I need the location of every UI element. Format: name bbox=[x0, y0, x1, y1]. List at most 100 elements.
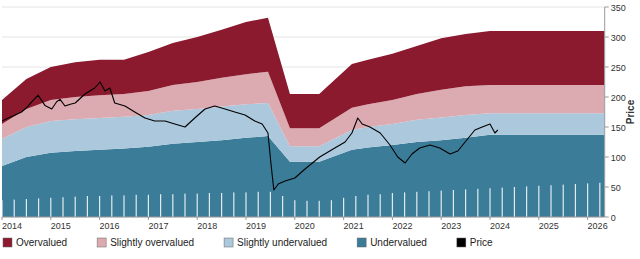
bar bbox=[380, 194, 381, 217]
bar bbox=[209, 193, 210, 217]
y-tick-label: 50 bbox=[611, 183, 621, 193]
legend-swatch bbox=[3, 238, 12, 247]
legend-label: Undervalued bbox=[370, 237, 427, 248]
x-tick bbox=[197, 217, 198, 220]
bar bbox=[270, 192, 271, 217]
legend-swatch bbox=[224, 238, 233, 247]
y-axis bbox=[604, 7, 605, 217]
bar bbox=[599, 183, 600, 217]
x-tick bbox=[50, 217, 51, 220]
x-tick bbox=[343, 217, 344, 220]
bar bbox=[489, 188, 490, 217]
chart: 0501001502002503003502014201520162017201… bbox=[0, 0, 640, 259]
y-tick bbox=[605, 127, 609, 128]
x-tick-label: 2017 bbox=[148, 221, 168, 231]
legend-swatch bbox=[97, 238, 106, 247]
bar bbox=[14, 200, 15, 217]
y-tick-label: 350 bbox=[611, 3, 626, 13]
x-tick-label: 2025 bbox=[539, 221, 559, 231]
bar bbox=[404, 192, 405, 217]
y-axis-label: Price bbox=[625, 99, 636, 124]
y-tick bbox=[605, 187, 609, 188]
grid-line bbox=[2, 217, 605, 218]
y-tick-label: 0 bbox=[611, 213, 616, 223]
x-tick-label: 2015 bbox=[51, 221, 71, 231]
bar bbox=[75, 197, 76, 217]
bar bbox=[99, 196, 100, 217]
legend-label: Price bbox=[470, 237, 493, 248]
y-tick bbox=[605, 97, 609, 98]
bar bbox=[550, 185, 551, 217]
bar bbox=[294, 200, 295, 217]
y-tick-label: 200 bbox=[611, 93, 626, 103]
legend-label: Slightly overvalued bbox=[110, 237, 194, 248]
legend-swatch bbox=[457, 238, 466, 247]
bar bbox=[282, 196, 283, 217]
x-tick-label: 2020 bbox=[295, 221, 315, 231]
bar bbox=[160, 194, 161, 217]
x-tick bbox=[587, 217, 588, 220]
legend-label: Overvalued bbox=[16, 237, 67, 248]
y-tick bbox=[605, 67, 609, 68]
bar bbox=[148, 195, 149, 217]
grid-line bbox=[2, 7, 605, 8]
bar bbox=[453, 190, 454, 217]
y-tick-label: 150 bbox=[611, 123, 626, 133]
y-tick bbox=[605, 217, 609, 218]
y-tick-label: 100 bbox=[611, 153, 626, 163]
bar bbox=[245, 192, 246, 217]
bar bbox=[123, 195, 124, 217]
x-tick bbox=[441, 217, 442, 220]
bar bbox=[367, 195, 368, 217]
bar bbox=[87, 196, 88, 217]
y-tick bbox=[605, 7, 609, 8]
bar bbox=[50, 198, 51, 217]
plot-area bbox=[2, 18, 605, 217]
x-axis bbox=[2, 217, 605, 218]
x-tick bbox=[294, 217, 295, 220]
x-tick-label: 2023 bbox=[441, 221, 461, 231]
bar bbox=[38, 198, 39, 217]
bar bbox=[319, 201, 320, 217]
x-tick bbox=[538, 217, 539, 220]
bar bbox=[416, 192, 417, 217]
bar bbox=[355, 196, 356, 217]
x-tick bbox=[490, 217, 491, 220]
y-tick bbox=[605, 37, 609, 38]
bar bbox=[258, 192, 259, 217]
bar bbox=[62, 197, 63, 217]
legend-label: Slightly undervalued bbox=[237, 237, 327, 248]
bar bbox=[221, 193, 222, 217]
bar bbox=[343, 198, 344, 217]
x-tick bbox=[392, 217, 393, 220]
bar bbox=[477, 189, 478, 217]
bar bbox=[441, 191, 442, 217]
x-tick bbox=[99, 217, 100, 220]
bar bbox=[184, 194, 185, 217]
bar bbox=[587, 183, 588, 217]
x-tick-label: 2016 bbox=[100, 221, 120, 231]
bar bbox=[331, 200, 332, 217]
bar bbox=[514, 187, 515, 217]
bar bbox=[233, 192, 234, 217]
bar bbox=[306, 201, 307, 217]
y-tick bbox=[605, 157, 609, 158]
bar bbox=[26, 199, 27, 217]
legend-swatch bbox=[357, 238, 366, 247]
bar bbox=[197, 194, 198, 217]
x-tick bbox=[148, 217, 149, 220]
bar bbox=[2, 200, 3, 217]
bar bbox=[575, 184, 576, 217]
y-tick-label: 250 bbox=[611, 63, 626, 73]
bar bbox=[465, 189, 466, 217]
bar bbox=[111, 195, 112, 217]
bar bbox=[563, 185, 564, 217]
band-area bbox=[2, 18, 605, 128]
bar bbox=[538, 186, 539, 217]
bar bbox=[428, 191, 429, 217]
x-tick-label: 2019 bbox=[246, 221, 266, 231]
x-tick bbox=[2, 217, 3, 220]
bar bbox=[502, 188, 503, 217]
x-tick-label: 2022 bbox=[392, 221, 412, 231]
bar bbox=[526, 186, 527, 217]
